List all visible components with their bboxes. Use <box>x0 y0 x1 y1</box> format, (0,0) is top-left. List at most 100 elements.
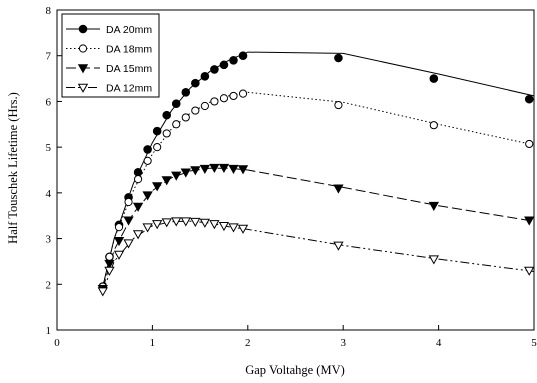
data-point <box>210 97 219 106</box>
y-axis-ticks: 1 2 3 4 5 6 7 8 <box>46 5 62 337</box>
data-point <box>229 55 238 65</box>
data-point <box>172 120 181 129</box>
data-point <box>229 91 238 101</box>
data-point <box>190 166 201 176</box>
data-point <box>104 266 115 276</box>
y-tick-label: 2 <box>46 279 52 291</box>
data-point <box>238 51 248 61</box>
data-point <box>161 176 172 186</box>
data-point <box>153 143 162 152</box>
data-point <box>180 217 191 227</box>
data-point <box>524 94 534 104</box>
data-point <box>143 156 152 165</box>
data-point <box>210 65 219 74</box>
x-tick-label: 0 <box>54 337 60 349</box>
data-point <box>199 218 211 228</box>
x-tick-label: 3 <box>340 337 346 349</box>
data-point <box>143 145 152 154</box>
data-point <box>142 223 153 233</box>
data-point <box>133 175 143 184</box>
data-point <box>228 223 239 233</box>
data-point <box>142 191 153 201</box>
data-point <box>228 164 239 174</box>
legend-label: DA 15mm <box>106 63 152 75</box>
data-point <box>132 230 144 240</box>
legend-label: DA 12mm <box>106 83 152 95</box>
data-point <box>181 113 190 122</box>
data-point <box>152 220 163 230</box>
data-point <box>218 163 230 174</box>
data-point <box>524 216 535 226</box>
data-point <box>181 87 191 97</box>
x-tick-label: 2 <box>245 337 251 349</box>
data-point <box>113 250 125 260</box>
legend-label: DA 20mm <box>106 24 152 36</box>
legend-marker <box>78 24 88 34</box>
data-point <box>123 216 134 226</box>
data-point <box>113 237 125 247</box>
legend-marker <box>77 83 89 93</box>
data-point <box>209 220 220 230</box>
y-axis-title: Half Touschek Lifetime (Hrs.) <box>6 92 20 244</box>
data-point <box>132 202 144 212</box>
legend-box <box>61 13 160 98</box>
data-point <box>428 255 439 265</box>
y-tick-label: 4 <box>46 188 52 200</box>
data-point <box>152 126 162 136</box>
data-point <box>180 168 191 178</box>
legend-marker <box>77 64 89 74</box>
x-axis-ticks: 0 1 2 3 4 5 <box>54 325 537 349</box>
x-tick-label: 1 <box>150 337 156 349</box>
data-point <box>333 184 344 194</box>
data-point <box>171 217 182 227</box>
x-axis-title: Gap Voltahge (MV) <box>245 363 345 377</box>
data-point <box>200 71 210 81</box>
x-tick-label: 4 <box>436 337 442 349</box>
data-point <box>97 287 108 297</box>
y-tick-label: 6 <box>46 96 52 108</box>
y-tick-label: 1 <box>46 325 52 337</box>
series-line <box>102 51 535 287</box>
y-tick-label: 8 <box>46 5 52 17</box>
legend-marker <box>78 44 88 53</box>
data-point <box>219 94 229 103</box>
data-point <box>199 164 211 174</box>
legend: DA 20mm DA 18mm DA 15mm DA 12mm <box>61 13 160 98</box>
data-point <box>161 218 172 228</box>
data-point <box>191 78 200 88</box>
data-point <box>429 74 439 83</box>
data-point <box>191 106 200 115</box>
y-tick-label: 7 <box>46 51 52 63</box>
data-point <box>162 129 171 138</box>
data-point <box>105 252 114 261</box>
data-point <box>200 101 209 111</box>
data-point <box>171 171 182 181</box>
data-point <box>525 139 534 149</box>
data-point <box>219 60 229 70</box>
data-point <box>334 100 343 110</box>
data-point <box>333 241 344 251</box>
data-point <box>104 259 115 270</box>
y-tick-label: 3 <box>46 234 52 246</box>
data-point <box>171 99 181 109</box>
data-point <box>334 53 343 63</box>
data-point <box>218 221 230 232</box>
y-tick-label: 5 <box>46 142 52 154</box>
data-point <box>123 239 134 249</box>
data-point <box>152 182 163 192</box>
data-point <box>238 89 248 98</box>
x-tick-label: 5 <box>531 337 537 349</box>
data-point <box>428 201 439 211</box>
data-point <box>124 197 133 207</box>
data-point <box>133 167 143 177</box>
data-point <box>209 163 220 174</box>
series-markers <box>97 51 535 297</box>
data-point <box>524 266 535 276</box>
data-point <box>237 165 249 175</box>
data-point <box>429 121 438 130</box>
data-point <box>237 224 249 234</box>
data-point <box>114 223 124 232</box>
legend-label: DA 18mm <box>106 44 152 56</box>
data-point <box>190 217 201 227</box>
